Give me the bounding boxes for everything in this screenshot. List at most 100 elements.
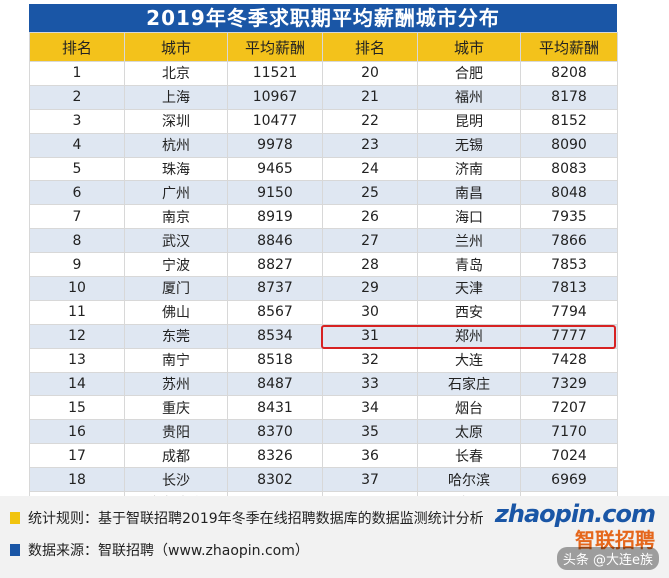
rank-cell: 18 — [29, 467, 125, 493]
table-row: 2 上海 10967 21 福州 8178 — [29, 84, 618, 110]
salary-cell: 7866 — [520, 228, 618, 254]
salary-cell: 7853 — [520, 252, 618, 278]
salary-cell: 7935 — [520, 204, 618, 230]
salary-cell: 8152 — [520, 108, 618, 134]
salary-cell: 7794 — [520, 299, 618, 325]
table-row: 16 贵阳 8370 35 太原 7170 — [29, 419, 618, 445]
rank-cell: 21 — [322, 84, 418, 110]
city-cell: 南京 — [124, 204, 228, 230]
salary-cell: 8370 — [227, 419, 323, 445]
data-source-text: 数据来源：智联招聘（www.zhaopin.com） — [28, 543, 309, 559]
stat-rule-text: 统计规则：基于智联招聘2019年冬季在线招聘数据库的数据监测统计分析 — [28, 511, 484, 527]
salary-cell: 8919 — [227, 204, 323, 230]
rank-cell: 14 — [29, 371, 125, 397]
city-cell: 海口 — [417, 204, 521, 230]
table-row: 4 杭州 9978 23 无锡 8090 — [29, 132, 618, 158]
city-cell: 石家庄 — [417, 371, 521, 397]
rank-cell: 32 — [322, 347, 418, 373]
footer — [0, 496, 669, 578]
header-city: 城市 — [417, 32, 521, 62]
rank-cell: 33 — [322, 371, 418, 397]
table-row: 5 珠海 9465 24 济南 8083 — [29, 156, 618, 182]
rank-cell: 27 — [322, 228, 418, 254]
city-cell: 济南 — [417, 156, 521, 182]
salary-cell: 7777 — [520, 323, 618, 349]
city-cell: 长沙 — [124, 467, 228, 493]
salary-cell: 9150 — [227, 180, 323, 206]
city-cell: 宁波 — [124, 252, 228, 278]
table-row: 9 宁波 8827 28 青岛 7853 — [29, 252, 618, 278]
rank-cell: 3 — [29, 108, 125, 134]
salary-cell: 10967 — [227, 84, 323, 110]
table-row: 15 重庆 8431 34 烟台 7207 — [29, 395, 618, 421]
city-cell: 重庆 — [124, 395, 228, 421]
rank-cell: 15 — [29, 395, 125, 421]
city-cell: 深圳 — [124, 108, 228, 134]
watermark: 头条 @大连e族 — [556, 547, 659, 570]
salary-cell: 8518 — [227, 347, 323, 373]
salary-cell: 8827 — [227, 252, 323, 278]
city-cell: 贵阳 — [124, 419, 228, 445]
rank-cell: 9 — [29, 252, 125, 278]
rank-cell: 8 — [29, 228, 125, 254]
salary-cell: 8534 — [227, 323, 323, 349]
city-cell: 武汉 — [124, 228, 228, 254]
city-cell: 兰州 — [417, 228, 521, 254]
rank-cell: 35 — [322, 419, 418, 445]
rank-cell: 31 — [322, 323, 418, 349]
rank-cell: 16 — [29, 419, 125, 445]
salary-cell: 8737 — [227, 276, 323, 301]
salary-cell: 8048 — [520, 180, 618, 206]
salary-cell: 8431 — [227, 395, 323, 421]
rank-cell: 12 — [29, 323, 125, 349]
salary-cell: 6969 — [520, 467, 618, 493]
header-salary: 平均薪酬 — [520, 32, 618, 62]
stat-rule-note: 统计规则：基于智联招聘2019年冬季在线招聘数据库的数据监测统计分析 — [10, 508, 484, 528]
salary-cell: 7428 — [520, 347, 618, 373]
table-row: 12 东莞 8534 31 郑州 7777 — [29, 323, 618, 349]
city-cell: 南宁 — [124, 347, 228, 373]
table-row: 1 北京 11521 20 合肥 8208 — [29, 61, 618, 86]
rank-cell: 26 — [322, 204, 418, 230]
city-cell: 哈尔滨 — [417, 467, 521, 493]
table-row: 8 武汉 8846 27 兰州 7866 — [29, 228, 618, 254]
salary-ranking-table: 排名 城市 平均薪酬 排名 城市 平均薪酬 1 北京 11521 20 合肥 8208 2 上… — [29, 32, 618, 516]
rank-cell: 25 — [322, 180, 418, 206]
city-cell: 烟台 — [417, 395, 521, 421]
city-cell: 福州 — [417, 84, 521, 110]
table-title: 2019年冬季求职期平均薪酬城市分布 — [29, 4, 617, 32]
salary-cell: 7329 — [520, 371, 618, 397]
header-city: 城市 — [124, 32, 228, 62]
logo-url: zhaopin.com — [494, 500, 656, 528]
table-row: 6 广州 9150 25 南昌 8048 — [29, 180, 618, 206]
city-cell: 无锡 — [417, 132, 521, 158]
salary-cell: 8567 — [227, 299, 323, 325]
salary-cell: 8178 — [520, 84, 618, 110]
salary-cell: 11521 — [227, 61, 323, 86]
city-cell: 大连 — [417, 347, 521, 373]
blue-square-icon — [10, 544, 20, 556]
table-row: 10 厦门 8737 29 天津 7813 — [29, 276, 618, 301]
table-row: 7 南京 8919 26 海口 7935 — [29, 204, 618, 230]
salary-cell: 10477 — [227, 108, 323, 134]
city-cell: 西安 — [417, 299, 521, 325]
rank-cell: 24 — [322, 156, 418, 182]
table-row: 14 苏州 8487 33 石家庄 7329 — [29, 371, 618, 397]
salary-cell: 7170 — [520, 419, 618, 445]
salary-cell: 8208 — [520, 61, 618, 86]
rank-cell: 30 — [322, 299, 418, 325]
table-row: 11 佛山 8567 30 西安 7794 — [29, 299, 618, 325]
rank-cell: 17 — [29, 443, 125, 469]
city-cell: 北京 — [124, 61, 228, 86]
city-cell: 成都 — [124, 443, 228, 469]
city-cell: 郑州 — [417, 323, 521, 349]
header-rank: 排名 — [322, 32, 418, 62]
header-row: 排名 城市 平均薪酬 排名 城市 平均薪酬 — [29, 32, 618, 62]
city-cell: 长春 — [417, 443, 521, 469]
rank-cell: 2 — [29, 84, 125, 110]
salary-cell: 7024 — [520, 443, 618, 469]
rank-cell: 7 — [29, 204, 125, 230]
salary-cell: 8302 — [227, 467, 323, 493]
rank-cell: 5 — [29, 156, 125, 182]
rank-cell: 6 — [29, 180, 125, 206]
